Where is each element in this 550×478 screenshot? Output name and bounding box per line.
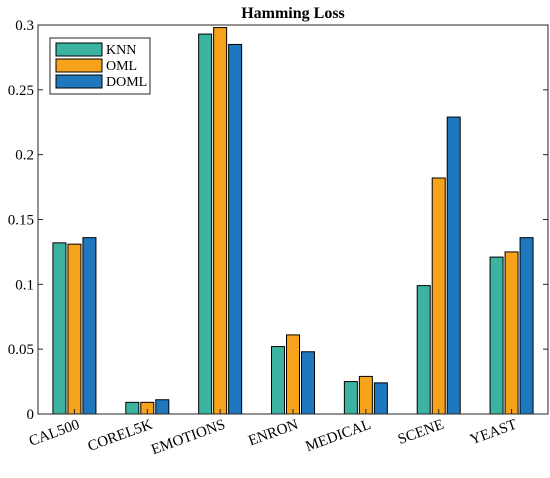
chart-title: Hamming Loss [241,5,345,22]
legend-swatch-knn [55,42,103,57]
bar-knn-cal500 [52,242,67,415]
y-tick-label: 0 [27,407,35,423]
y-tick-label: 0.25 [8,83,34,99]
bar-knn-medical [343,381,358,415]
bar-doml-enron [301,351,315,415]
legend-label-oml: OML [106,59,137,74]
bar-knn-scene [416,285,431,415]
x-tick-label: COREL5K [86,417,155,455]
bar-doml-emotions [228,43,243,415]
legend-label-knn: KNN [106,43,136,58]
bar-knn-emotions [198,33,213,415]
x-tick-label: CAL500 [27,417,82,450]
legend-swatch-doml [55,74,103,89]
bar-knn-yeast [489,256,504,415]
bar-oml-emotions [213,27,228,415]
bar-oml-enron [286,334,300,415]
bar-doml-yeast [519,237,534,415]
bar-doml-medical [373,382,388,415]
bar-doml-cal500 [82,237,97,415]
bar-oml-yeast [504,251,519,415]
bar-knn-corel5k [125,401,140,415]
y-tick-label: 0.2 [15,148,34,164]
x-tick-label: EMOTIONS [149,417,227,459]
bar-doml-corel5k [155,399,170,415]
x-tick-label: ENRON [246,417,300,450]
bar-knn-enron [271,346,285,415]
bar-oml-scene [431,177,446,415]
bar-oml-medical [358,375,373,415]
legend-swatch-oml [55,58,103,73]
bar-doml-scene [446,116,461,415]
bars-group [52,27,534,415]
x-tick-label: MEDICAL [304,417,374,455]
y-tick-label: 0.1 [15,277,34,293]
legend-label-doml: DOML [106,75,147,90]
y-tick-label: 0.15 [8,213,34,229]
y-tick-label: 0.05 [8,342,34,358]
x-tick-label: SCENE [396,417,446,448]
bar-oml-cal500 [67,243,82,415]
y-tick-label: 0.3 [15,18,34,34]
x-tick-label: YEAST [468,417,519,449]
